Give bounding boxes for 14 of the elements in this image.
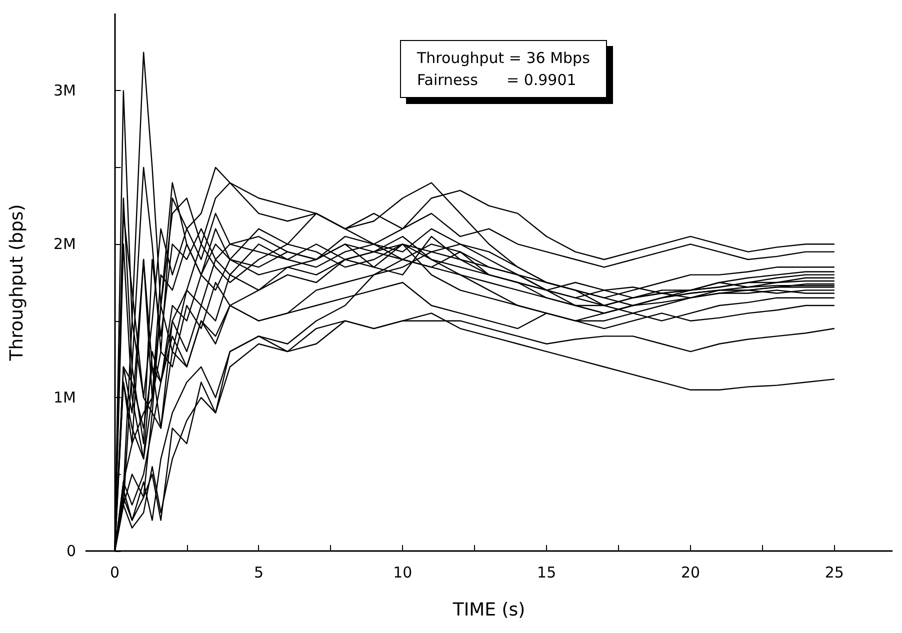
x-tick-label: 10	[393, 564, 412, 582]
x-tick-label: 0	[110, 564, 120, 582]
x-tick-label: 5	[254, 564, 264, 582]
x-tick-label: 20	[680, 564, 700, 582]
y-tick-label: 2M	[54, 235, 76, 254]
annotation: Fairness = 0.9901	[417, 70, 578, 91]
annotation: Throughput = 36 Mbps	[417, 48, 590, 69]
x-tick-label: 15	[537, 564, 556, 582]
y-tick-label: 3M	[54, 82, 76, 100]
y-axis-title: Throughput (bps)	[6, 204, 28, 362]
x-tick-label: 25	[824, 564, 844, 582]
y-tick-label: 0	[66, 542, 76, 560]
y-tick-label: 1M	[54, 388, 76, 407]
x-axis-title: TIME (s)	[452, 600, 526, 620]
